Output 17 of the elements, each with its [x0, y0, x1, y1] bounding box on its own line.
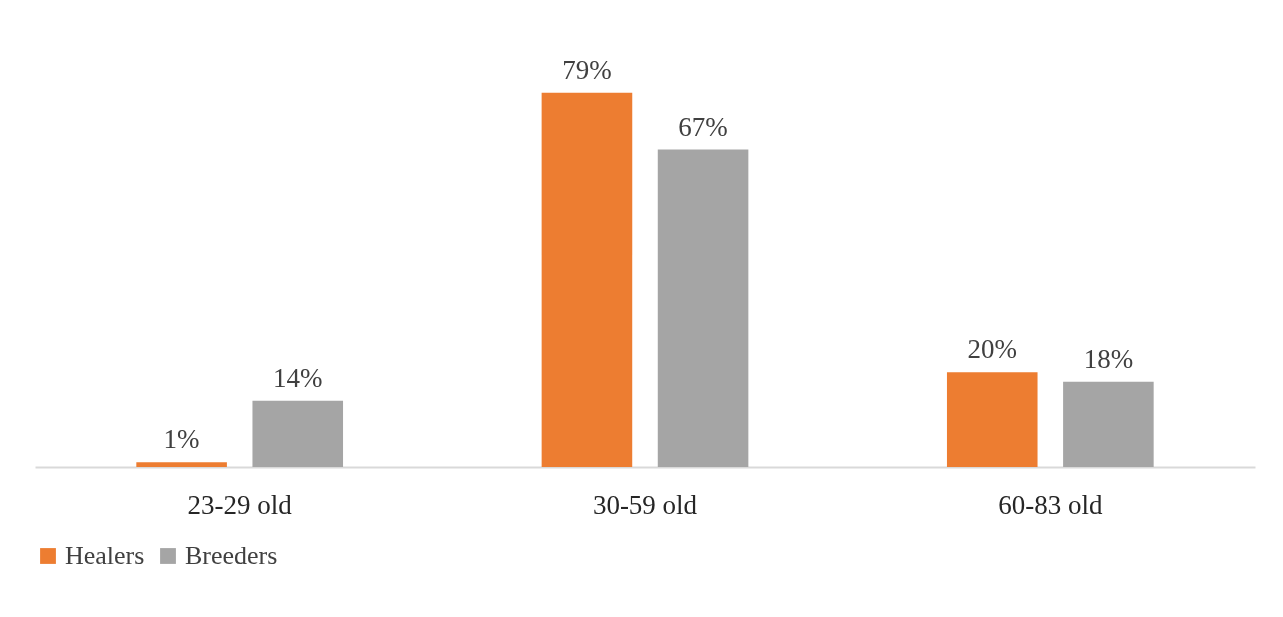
x-tick-label: 23-29 old	[187, 489, 293, 520]
bar	[252, 400, 344, 467]
x-tick-label: 30-59 old	[592, 489, 698, 520]
legend-label: Healers	[65, 541, 145, 570]
data-label: 20%	[967, 334, 1017, 365]
x-tick-label: 60-83 old	[998, 489, 1103, 520]
data-label: 79%	[562, 54, 612, 85]
data-label: 18%	[1083, 343, 1134, 374]
bar	[657, 149, 749, 467]
bar	[136, 462, 227, 467]
data-label: 14%	[273, 362, 323, 393]
bar	[946, 372, 1038, 467]
legend-label: Breeders	[185, 541, 278, 570]
bar	[1063, 381, 1154, 467]
data-label: 1%	[163, 424, 200, 455]
bar	[541, 92, 633, 467]
data-label: 67%	[678, 111, 728, 142]
